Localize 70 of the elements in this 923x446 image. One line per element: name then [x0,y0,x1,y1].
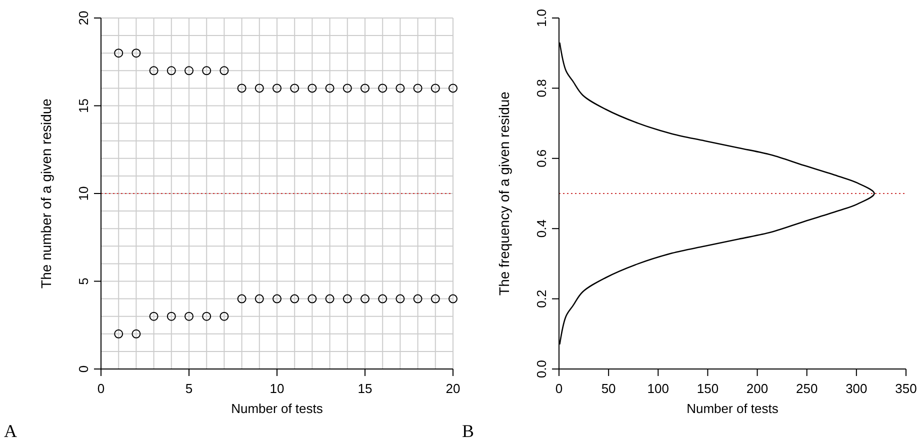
point [272,84,282,93]
y-tick-label: 1.0 [534,8,549,28]
point [378,294,388,304]
point [149,66,158,76]
point [254,84,264,93]
x-tick-label: 0 [97,381,105,396]
point [132,48,141,58]
y-tick-label: 0.8 [534,79,549,98]
point [166,66,176,76]
point [413,84,422,93]
x-tick-label: 350 [895,381,917,396]
point [184,66,194,76]
point [166,312,176,321]
point [342,84,352,93]
point [114,329,124,338]
y-axis-title: The frequency of a given residue [496,91,512,296]
point [114,48,124,58]
point [396,294,405,304]
point [220,312,229,321]
y-tick-label: 20 [76,10,91,26]
y-tick-label: 0 [76,365,91,373]
x-tick-label: 0 [555,381,563,396]
point [202,66,212,76]
point [430,294,440,304]
x-tick-label: 20 [446,381,460,396]
y-tick-label: 0.0 [534,360,549,378]
x-tick-label: 300 [846,381,868,396]
x-tick-label: 250 [796,381,818,396]
point [378,84,388,93]
point [290,294,300,304]
point [254,294,264,304]
y-tick-label: 10 [76,186,91,201]
x-axis-title: Number of tests [231,401,324,416]
x-tick-label: 15 [358,381,372,396]
point [430,84,440,93]
x-tick-label: 100 [647,381,669,396]
y-tick-label: 0.6 [534,149,549,168]
point [448,294,458,304]
text: A [4,421,17,441]
point [132,329,141,338]
point [308,84,317,93]
point [448,84,458,93]
point [325,294,334,304]
point [202,312,212,321]
y-axis-title: The number of a given residue [38,98,54,288]
point [149,312,158,321]
x-tick-label: 5 [185,381,193,396]
point [413,294,422,304]
point [290,84,300,93]
y-tick-label: 0.2 [534,290,549,308]
point [272,294,282,304]
point [360,84,370,93]
point [396,84,405,93]
point [342,294,352,304]
point [220,66,229,76]
x-tick-label: 50 [601,381,616,396]
x-tick-label: 10 [270,381,284,396]
text: B [462,421,474,441]
x-tick-label: 150 [696,381,719,396]
x-tick-label: 200 [746,381,768,396]
point [184,312,194,321]
point [360,294,370,304]
point [237,294,246,304]
y-tick-label: 0.4 [534,220,549,238]
x-axis-title: Number of tests [686,401,779,416]
point [308,294,317,304]
point [325,84,334,93]
y-tick-label: 15 [76,98,91,113]
point [237,84,246,93]
y-tick-label: 5 [76,278,91,285]
